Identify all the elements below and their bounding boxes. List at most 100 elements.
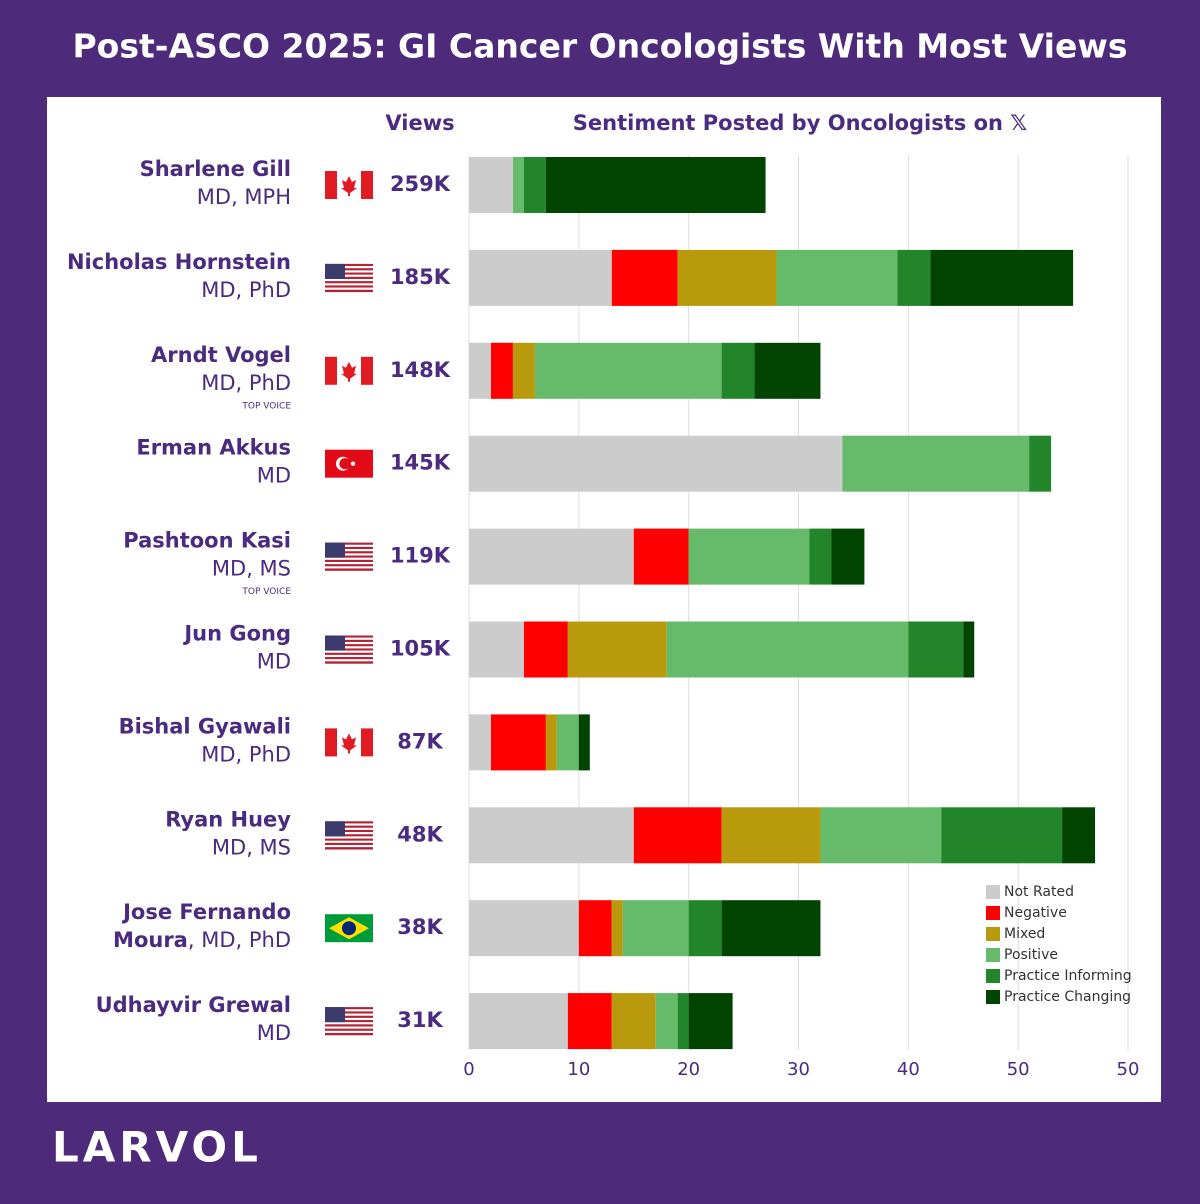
bar-segment [611,900,623,957]
bar-segment [469,435,843,492]
flag-canton [325,263,345,279]
bar-segment [897,249,931,306]
brand: LARVOL [52,1123,262,1172]
flag-stripe [325,635,373,638]
bar-segment [469,342,491,399]
flag-stripe [325,1015,373,1019]
bar-segment [578,900,612,957]
flag-stripe [325,289,373,293]
x-tick-label: 30 [787,1059,810,1080]
flag-stripe [325,274,373,278]
legend-label: Mixed [1004,926,1045,942]
bar-segment [469,249,612,306]
bar-segment [469,528,634,585]
flag-stripe [325,659,373,662]
bar-segment [688,900,722,957]
bar-segment [831,528,865,585]
bar-segment [578,714,590,771]
flag-leaf [341,361,357,382]
flag-stripe [325,1026,373,1029]
bar-segment [469,993,568,1050]
flag-stripe [325,844,373,848]
flag-stripe [325,641,373,645]
flag-stripe [325,561,373,565]
flag-canton [325,542,345,558]
flag-stripe [325,287,373,290]
flag-canton [325,1007,345,1023]
legend-label: Positive [1004,947,1058,963]
legend-label: Not Rated [1004,884,1074,900]
x-tick-label: 10 [567,1059,590,1080]
name: Jun Gong [182,622,291,646]
flag-stripe [325,551,373,554]
flag-stripe [325,268,373,271]
x-tick-label: 0 [463,1059,474,1080]
flag-stripe [325,838,373,841]
name: Udhayvir Grewal [96,993,291,1017]
chart-title: Post-ASCO 2025: GI Cancer Oncologists Wi… [72,27,1127,66]
bar-segment [545,714,557,771]
bar-segment [556,714,579,771]
bar-segment [534,342,722,399]
bar-segment [611,993,656,1050]
flag-stripe [325,648,373,651]
bar-segment [469,714,491,771]
flag [325,356,373,385]
flag-stripe [325,1028,373,1031]
flag-stripe [325,553,373,556]
name: Arndt Vogel [151,343,291,367]
legend-label: Practice Changing [1004,989,1131,1005]
name: Jose Fernando [121,900,291,924]
flag-star [350,461,356,466]
bar-segment [688,993,733,1050]
flag-stripe [325,639,373,643]
credentials: MD, PhD [201,742,291,766]
bar-segment [469,621,524,678]
bar-segment [677,249,777,306]
flag-stripe [325,1024,373,1027]
flag-band [361,728,373,757]
legend-swatch [986,990,1000,1004]
legend-swatch [986,969,1000,983]
subtitle: Sentiment Posted by Oncologists on 𝕏 [573,111,1028,135]
flag-stripe [325,834,373,837]
legend-swatch [986,906,1000,920]
flag-stripe [325,1020,373,1023]
name: Moura [113,928,188,952]
bar-segment [721,342,755,399]
views: 38K [397,915,443,939]
flag [325,914,373,943]
bar-segment [611,249,678,306]
badge: TOP VOICE [241,587,291,597]
flag-crescent [339,458,351,470]
views: 259K [390,172,451,196]
views: 119K [390,544,451,568]
bar-segment [666,621,909,678]
x-tick-label: 50 [1007,1059,1030,1080]
flag-stripe [325,654,373,658]
views: 87K [397,729,443,753]
views: 145K [390,451,451,475]
bar-segment [842,435,1030,492]
credentials: MD [257,1021,291,1045]
x-tick-label: 20 [677,1059,700,1080]
credentials: MD, MS [212,557,291,581]
name: Bishal Gyawali [119,714,291,738]
flag-stripe [325,1030,373,1034]
x-tick-label: 50 [1117,1059,1140,1080]
flag-stripe [325,285,373,288]
flag-stripe [325,557,373,561]
flag [325,171,373,199]
bar-segment [490,342,513,399]
bar-segment [677,993,689,1050]
bar-segment [633,807,722,864]
views: 148K [390,358,451,382]
bar-segment [545,157,766,213]
legend-swatch [986,948,1000,962]
flag-stripe [325,1009,373,1012]
flag-stripe [325,283,373,286]
flag-stripe [325,644,373,647]
name: Erman Akkus [136,436,291,460]
credentials: MD, PhD [201,278,291,302]
